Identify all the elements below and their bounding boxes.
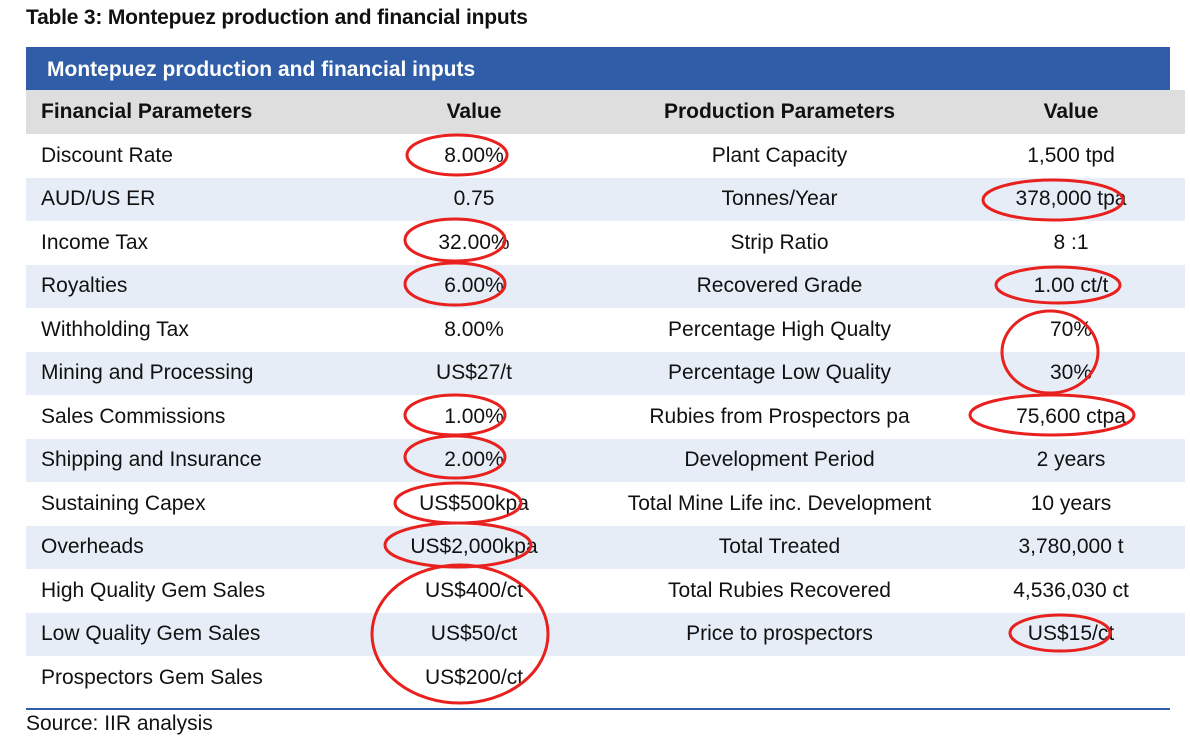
financial-parameter-cell: Shipping and Insurance: [26, 438, 346, 482]
production-value-cell: 70%: [1049, 317, 1093, 341]
bottom-rule: [26, 707, 1170, 710]
table-row: Sustaining Capex US$500kpa Total Mine Life…: [26, 482, 1185, 526]
production-parameter-cell: Total Treated: [602, 525, 957, 569]
financial-parameter-cell: Low Quality Gem Sales: [26, 612, 346, 656]
source-note: Source: IIR analysis: [26, 712, 213, 735]
production-parameter-cell: Tonnes/Year: [602, 177, 957, 221]
financial-value-cell: US$27/t: [346, 351, 602, 395]
production-value-cell: US$15/ct: [957, 612, 1185, 656]
parameters-table: Financial Parameters Value Production Pa…: [26, 90, 1185, 700]
financial-parameter-cell: Royalties: [26, 264, 346, 308]
table-row: Income Tax 32.00% Strip Ratio 8 :1: [26, 221, 1185, 265]
header-value: Value: [957, 90, 1185, 134]
production-parameter-cell: Strip Ratio: [730, 230, 829, 254]
production-value-cell: 3,780,000 t: [957, 525, 1185, 569]
financial-value-cell: 8.00%: [444, 317, 504, 341]
production-parameter-cell: Plant Capacity: [711, 143, 848, 167]
financial-value-cell: 0.75: [346, 177, 602, 221]
table-row: AUD/US ER 0.75 Tonnes/Year 378,000 tpa: [26, 177, 1185, 221]
table-row: Discount Rate 8.00% Plant Capacity 1,500 tp…: [26, 134, 1185, 178]
table-row: High Quality Gem Sales US$400/ct Total Rub…: [26, 569, 1185, 613]
table-row: Royalties 6.00% Recovered Grade 1.00 ct/t: [26, 264, 1185, 308]
production-value-cell: 378,000 tpa: [957, 177, 1185, 221]
production-value-cell: 1,500 tpd: [1027, 143, 1115, 167]
financial-parameter-cell: Withholding Tax: [41, 317, 189, 341]
production-value-cell: 1.00 ct/t: [957, 264, 1185, 308]
financial-parameter-cell: AUD/US ER: [26, 177, 346, 221]
production-parameter-cell: Recovered Grade: [602, 264, 957, 308]
production-parameter-cell: [602, 656, 957, 700]
financial-parameter-cell: Income Tax: [41, 230, 148, 254]
production-parameter-cell: Percentage High Qualty: [668, 317, 891, 341]
financial-parameter-cell: Sales Commissions: [41, 404, 226, 428]
production-parameter-cell: Price to prospectors: [602, 612, 957, 656]
table-row: Low Quality Gem Sales US$50/ct Price to pr…: [26, 612, 1185, 656]
header-value: Value: [346, 90, 602, 134]
production-value-cell: 2 years: [957, 438, 1185, 482]
production-parameter-cell: Development Period: [602, 438, 957, 482]
table-row: Overheads US$2,000kpa Total Treated 3,780,0…: [26, 525, 1185, 569]
production-value-cell: 30%: [957, 351, 1185, 395]
financial-value-cell: 6.00%: [346, 264, 602, 308]
table-row: Mining and Processing US$27/t Percentage L…: [26, 351, 1185, 395]
production-value-cell: 4,536,030 ct: [1013, 578, 1129, 602]
production-value-cell: [957, 656, 1185, 700]
financial-value-cell: 1.00%: [444, 404, 504, 428]
table-caption: Table 3: Montepuez production and financ…: [26, 6, 528, 29]
production-value-cell: 8 :1: [1053, 230, 1089, 254]
header-production-parameters: Production Parameters: [602, 90, 957, 134]
header-row: Financial Parameters Value Production Pa…: [26, 90, 1185, 134]
financial-value-cell: US$50/ct: [346, 612, 602, 656]
financial-value-cell: 32.00%: [438, 230, 510, 254]
financial-value-cell: US$400/ct: [424, 578, 524, 602]
table-row: Withholding Tax 8.00% Percentage High Qual…: [26, 308, 1185, 352]
header-financial-parameters: Financial Parameters: [26, 90, 346, 134]
production-parameter-cell: Percentage Low Quality: [602, 351, 957, 395]
table-row: Sales Commissions 1.00% Rubies from Prospe…: [26, 395, 1185, 439]
financial-parameter-cell: Mining and Processing: [26, 351, 346, 395]
financial-parameter-cell: Sustaining Capex: [41, 491, 206, 515]
production-parameter-cell: Rubies from Prospectors pa: [649, 404, 910, 428]
table-row: Shipping and Insurance 2.00% Development P…: [26, 438, 1185, 482]
production-value-cell: 10 years: [1030, 491, 1112, 515]
production-parameter-cell: Total Mine Life inc. Development: [627, 491, 932, 515]
financial-value-cell: US$200/ct: [424, 665, 524, 689]
financial-parameter-cell: High Quality Gem Sales: [41, 578, 266, 602]
table-row: Prospectors Gem Sales US$200/ct: [26, 656, 1185, 700]
production-value-cell: 75,600 ctpa: [1016, 404, 1126, 428]
financial-value-cell: US$500kpa: [419, 491, 529, 515]
data-table: Montepuez production and financial input…: [26, 47, 1185, 710]
table-banner: Montepuez production and financial input…: [26, 47, 1170, 90]
financial-value-cell: 8.00%: [444, 143, 504, 167]
financial-parameter-cell: Overheads: [26, 525, 346, 569]
financial-value-cell: US$2,000kpa: [346, 525, 602, 569]
production-parameter-cell: Total Rubies Recovered: [668, 578, 891, 602]
financial-parameter-cell: Prospectors Gem Sales: [41, 665, 263, 689]
financial-parameter-cell: Discount Rate: [41, 143, 173, 167]
financial-value-cell: 2.00%: [346, 438, 602, 482]
